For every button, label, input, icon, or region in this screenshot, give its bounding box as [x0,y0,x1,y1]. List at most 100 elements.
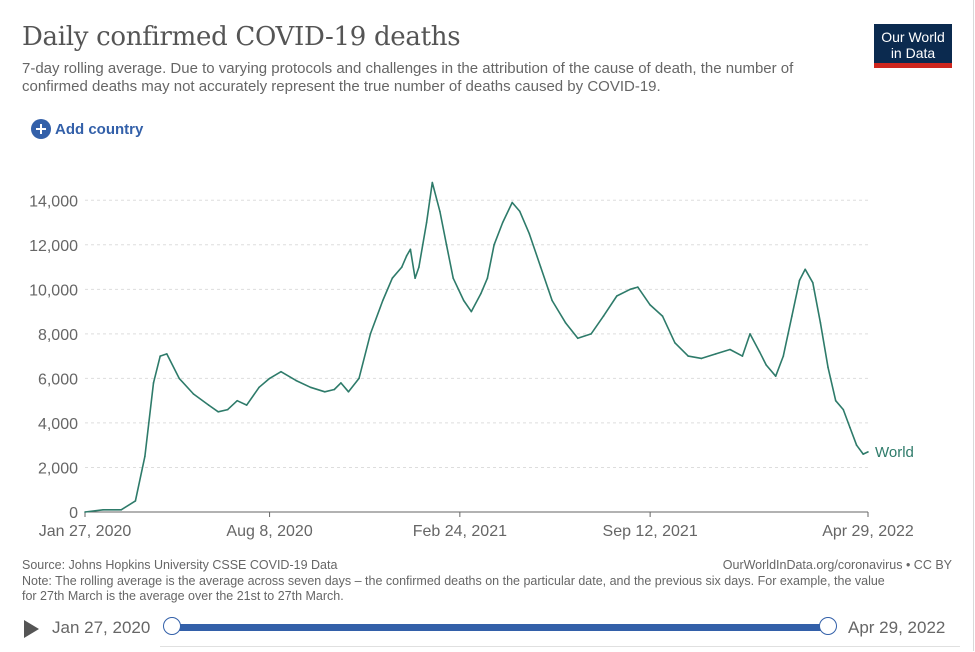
series-layer: World [84,181,914,513]
data-point [564,321,567,324]
data-point [178,377,180,380]
data-point [217,411,219,413]
data-point [774,375,777,378]
series-line-world[interactable] [84,181,869,513]
data-point [798,279,801,282]
data-point [445,244,448,246]
data-point [268,377,271,380]
data-point [577,337,579,340]
y-tick-label: 12,000 [29,238,78,255]
data-point [758,350,761,353]
data-point [539,266,542,268]
data-point [409,248,412,251]
data-point [144,455,146,458]
data-point [637,286,639,288]
data-point [862,453,864,455]
logo-line-2: in Data [890,45,936,61]
credit-link[interactable]: OurWorldInData.org/coronavirus • CC BY [722,558,952,572]
x-tick-label: Jan 27, 2020 [39,523,132,540]
data-point [462,299,465,302]
data-point [812,281,814,284]
data-point [551,299,553,302]
data-point [674,342,676,344]
timeline-end-handle[interactable] [819,617,837,635]
data-point [84,511,86,513]
data-point [192,393,195,395]
chart-title: Daily confirmed COVID-19 deaths [22,22,461,52]
grid-lines [85,199,868,513]
data-point [166,353,168,355]
data-point [493,244,495,246]
chart-subtitle: 7-day rolling average. Due to varying pr… [22,60,794,95]
data-point [855,444,858,447]
data-point [616,295,618,297]
x-tick-label: Sep 12, 2021 [603,523,698,540]
data-point [765,364,767,366]
owid-logo[interactable]: Our World in Data [874,24,952,68]
timeline: Jan 27, 2020 Apr 29, 2022 [0,612,975,646]
data-point [439,210,441,213]
line-chart[interactable]: 02,0004,0006,0008,00010,00012,00014,000 … [0,0,975,545]
data-point [749,333,751,335]
series-label-world: World [875,444,914,461]
y-tick-label: 14,000 [29,193,78,210]
data-point [842,408,845,411]
y-tick-label: 8,000 [38,327,78,344]
data-point [501,221,504,224]
data-point [340,382,342,384]
data-point [295,379,298,382]
data-point [134,500,137,502]
data-point [661,315,664,317]
data-point [804,268,806,271]
data-point [418,266,420,268]
x-tick-label: Feb 24, 2021 [413,523,507,540]
x-axis-ticks: Jan 27, 2020 Aug 8, 2020 Feb 24, 2021 Sep 1… [39,512,914,540]
data-point [152,382,155,384]
data-point [347,391,350,393]
data-point [511,201,513,204]
bottom-divider [160,646,960,652]
data-point [324,391,326,393]
data-point [102,509,104,511]
data-point [280,370,282,373]
plus-circle-icon [31,119,51,139]
logo-line-1: Our World [881,29,945,45]
data-point [369,333,372,335]
data-point [486,277,489,280]
data-point [236,399,238,402]
data-point [120,509,122,511]
data-point [849,426,851,429]
data-point [309,386,312,389]
add-country-label: Add country [55,120,144,138]
data-point [827,366,829,369]
data-point [687,355,689,357]
data-point [867,451,869,453]
y-tick-label: 10,000 [29,282,78,299]
play-icon[interactable] [24,620,39,638]
data-point [729,348,731,351]
data-point [480,293,482,295]
data-point [425,221,428,224]
timeline-start-label: Jan 27, 2020 [52,618,151,637]
timeline-slider-track[interactable] [172,624,828,631]
data-point [245,404,248,406]
data-point [519,210,521,213]
data-point [258,386,260,389]
data-point [401,266,403,268]
data-point [649,304,651,306]
logo-bar [874,63,952,68]
data-point [602,315,605,317]
data-point [358,377,360,380]
add-country-button[interactable]: Add country [31,118,143,140]
note-text: Note: The rolling average is the average… [22,574,885,603]
data-point [470,310,473,313]
data-point [159,355,161,357]
data-point [791,315,793,317]
data-point [431,181,434,184]
data-point [226,408,229,411]
timeline-start-handle[interactable] [163,617,181,635]
timeline-end-label: Apr 29, 2022 [848,618,946,637]
data-point [715,353,717,355]
data-point [391,277,394,280]
